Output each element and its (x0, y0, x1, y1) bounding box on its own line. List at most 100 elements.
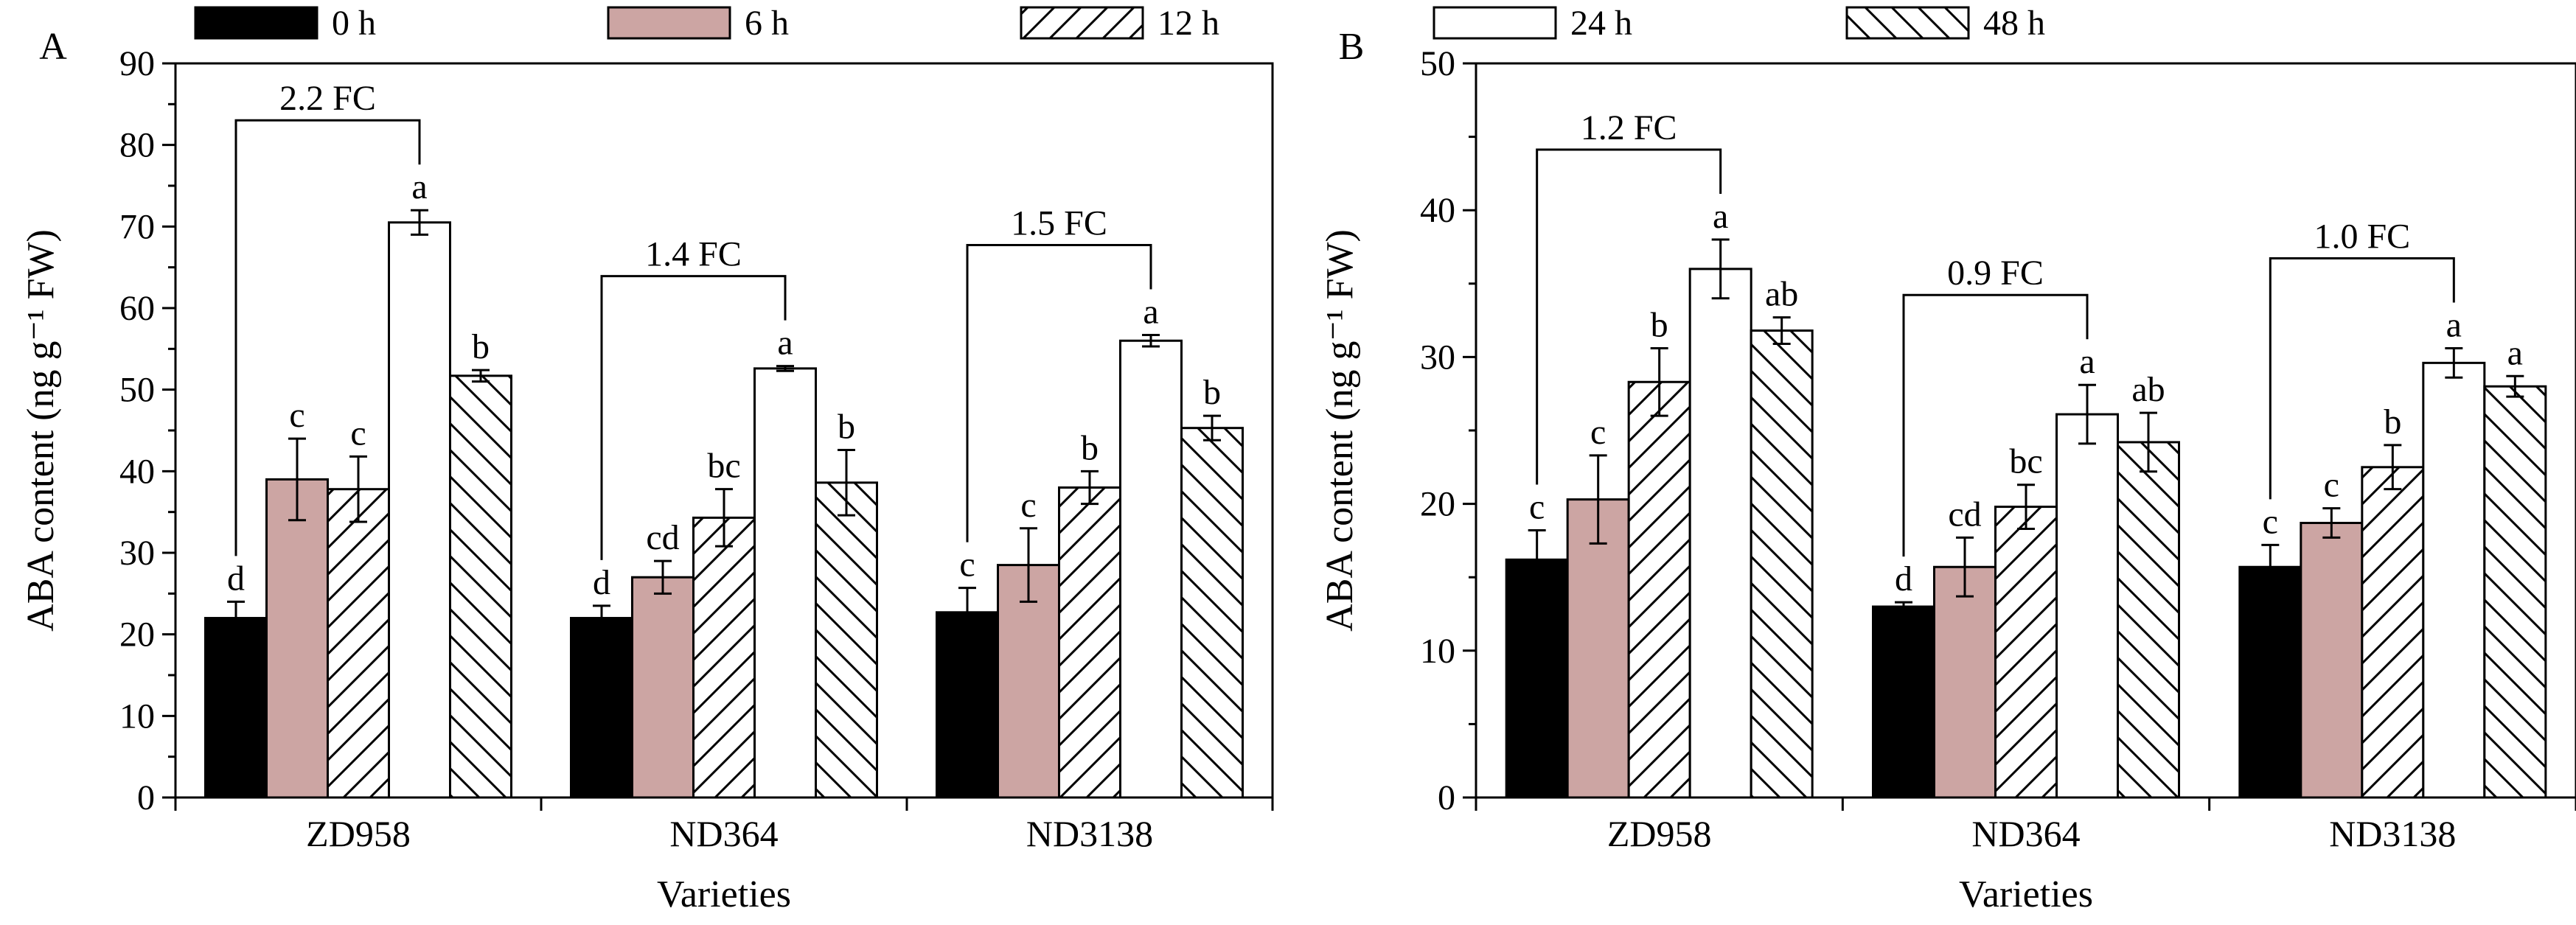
fold-change-bracket (1536, 148, 1722, 485)
x-category-label: ND364 (1971, 813, 2080, 854)
y-tick-label: 90 (119, 44, 155, 83)
bar-48h-ND3138 (1180, 427, 1244, 799)
fold-change-bracket (600, 275, 787, 560)
bar-0h-ZD958 (1505, 558, 1569, 799)
y-tick-label: 50 (119, 371, 155, 410)
bar-48h-ZD958 (1750, 329, 1814, 799)
significance-letter: c (289, 396, 304, 435)
fold-change-bracket (1902, 293, 2089, 557)
bar-12h-ND364 (1994, 506, 2058, 799)
y-tick-label: 70 (119, 207, 155, 246)
bar-48h-ND3138 (2483, 385, 2547, 799)
x-category-label: ND3138 (2329, 813, 2456, 854)
fold-change-bracket (234, 119, 421, 556)
significance-letter: c (1590, 413, 1606, 452)
y-tick-label: 80 (119, 126, 155, 165)
y-tick-label: 0 (1438, 778, 1455, 817)
legend-swatch-2 (1020, 6, 1144, 40)
y-axis-title: ABA content (ng g⁻¹ FW) (1319, 229, 1361, 632)
bar-12h-ZD958 (327, 488, 390, 799)
bar-6h-ZD958 (1566, 498, 1630, 799)
bar-24h-ND364 (753, 367, 817, 799)
bar-48h-ND364 (815, 481, 878, 799)
significance-letter: d (1895, 559, 1912, 598)
fold-change-label: 1.0 FC (2314, 217, 2410, 256)
panel-letter: B (1339, 26, 1365, 68)
bar-24h-ZD958 (388, 221, 451, 799)
significance-letter: b (2384, 402, 2401, 441)
x-category-label: ZD958 (1607, 813, 1712, 854)
bar-6h-ZD958 (265, 478, 329, 799)
legend-label-1: 6 h (745, 4, 789, 43)
panel-a: Ad d c c cd c c bc b a a a b b b 2.2 FC 1.4 FC 1.5 FC 0 10 2… (20, 26, 1274, 915)
legend: 0 h 6 h 12 h 24 h 48 h (194, 4, 2045, 43)
y-tick-label: 20 (1420, 485, 1455, 524)
x-category-label: ZD958 (306, 813, 411, 854)
legend-label-3: 24 h (1570, 4, 1632, 43)
significance-letter: c (959, 545, 975, 584)
significance-letter: b (1203, 373, 1221, 412)
significance-letter: b (838, 408, 855, 447)
bar-24h-ZD958 (1688, 268, 1752, 799)
y-tick-label: 10 (119, 697, 155, 736)
y-tick-label: 30 (1420, 338, 1455, 377)
fold-change-label: 2.2 FC (279, 79, 376, 118)
significance-letter: c (350, 413, 366, 453)
legend-swatch-4 (1845, 6, 1970, 40)
legend-swatch-1 (607, 6, 731, 40)
y-tick-label: 60 (119, 289, 155, 328)
significance-letter: d (227, 559, 245, 598)
x-category-label: ND364 (669, 813, 778, 854)
fold-change-label: 1.4 FC (645, 235, 742, 274)
bar-24h-ND3138 (2422, 361, 2486, 799)
x-axis-title: Varieties (657, 873, 791, 915)
fold-change-label: 1.2 FC (1581, 108, 1677, 147)
legend-swatch-3 (1433, 6, 1557, 40)
bar-6h-ND3138 (997, 564, 1060, 799)
bar-6h-ND364 (631, 576, 695, 799)
x-axis-title: Varieties (1959, 873, 2093, 915)
bar-12h-ZD958 (1627, 380, 1691, 799)
y-tick-label: 40 (119, 452, 155, 491)
fold-change-bracket (2269, 256, 2455, 500)
fold-change-label: 0.9 FC (1947, 254, 2044, 293)
significance-letter: c (1020, 486, 1036, 525)
significance-letter: ab (2131, 370, 2165, 409)
significance-letter: cd (1948, 495, 1981, 534)
y-tick-label: 10 (1420, 632, 1455, 671)
bar-12h-ND364 (692, 516, 756, 799)
significance-letter: ab (1765, 275, 1798, 314)
significance-letter: a (2079, 342, 2095, 381)
y-tick-label: 30 (119, 534, 155, 573)
fold-change-bracket (966, 244, 1152, 542)
significance-letter: bc (707, 447, 740, 486)
significance-letter: a (2507, 333, 2523, 372)
y-tick-label: 50 (1420, 44, 1455, 83)
significance-letter: a (1143, 293, 1158, 332)
bar-24h-ND364 (2055, 413, 2119, 799)
bar-48h-ZD958 (449, 374, 512, 799)
bar-24h-ND3138 (1119, 339, 1183, 799)
x-category-label: ND3138 (1026, 813, 1153, 854)
significance-letter: a (2446, 305, 2462, 344)
significance-letter: cd (646, 518, 679, 557)
significance-letter: bc (2009, 442, 2042, 481)
panel-letter: A (39, 26, 67, 68)
significance-letter: d (593, 563, 610, 602)
bar-0h-ZD958 (204, 617, 268, 799)
significance-letter: c (1529, 487, 1545, 526)
y-tick-label: 40 (1420, 191, 1455, 230)
bar-0h-ND3138 (936, 611, 999, 799)
significance-letter: c (2263, 502, 2278, 541)
significance-letter: a (411, 167, 427, 206)
bar-6h-ND364 (1933, 565, 1997, 799)
legend-label-0: 0 h (332, 4, 376, 43)
legend-swatch-0 (194, 6, 318, 40)
significance-letter: a (1713, 197, 1728, 236)
bar-12h-ND3138 (2361, 466, 2425, 799)
legend-label-4: 48 h (1983, 4, 2045, 43)
bar-48h-ND364 (2117, 441, 2180, 799)
y-tick-label: 20 (119, 615, 155, 655)
